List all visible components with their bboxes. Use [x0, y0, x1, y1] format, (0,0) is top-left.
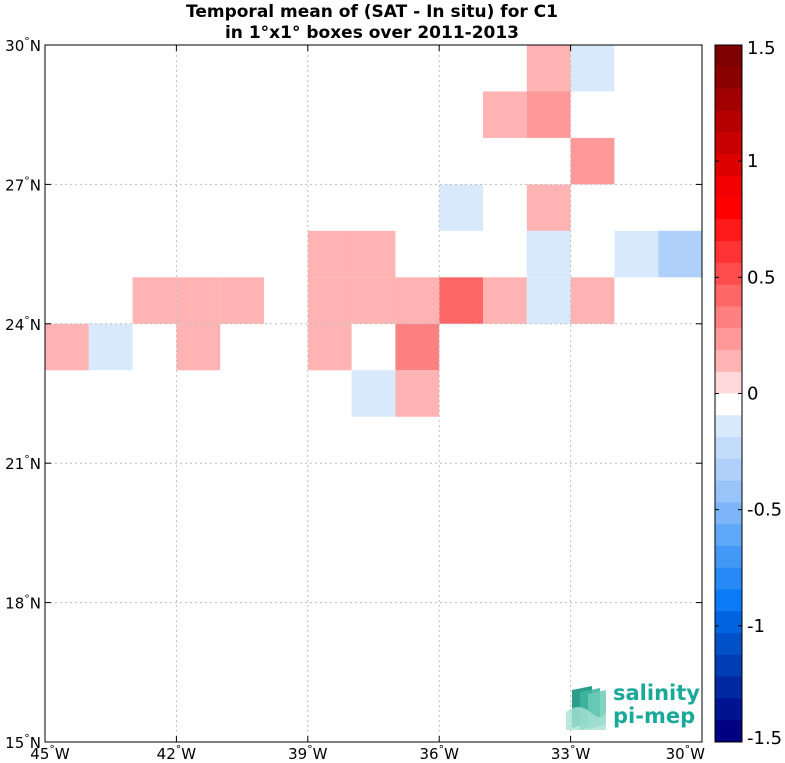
- colorbar-block: [715, 458, 742, 482]
- heatmap-cell: [570, 277, 615, 324]
- colorbar-tick-label: 1.5: [747, 38, 776, 59]
- colorbar-ticks: 1.5 1 0.5 0 -0.5 -1 -1.5: [715, 38, 782, 749]
- x-axis-ticks: 45°W 42°W 39°W 36°W 33°W 30°W: [30, 45, 705, 763]
- colorbar-block: [715, 545, 742, 569]
- colorbar-block: [715, 437, 742, 460]
- colorbar-block: [715, 393, 742, 416]
- heatmap-cell: [395, 370, 440, 417]
- heatmap-cell: [307, 230, 352, 278]
- x-tick-label: 36°W: [419, 743, 459, 763]
- colorbar-block: [715, 480, 742, 503]
- y-tick-label: 21°N: [5, 453, 41, 473]
- logo-text-line1: salinity: [613, 681, 700, 705]
- colorbar-block: [715, 241, 742, 264]
- heatmap-cell: [351, 230, 396, 278]
- colorbar-block: [715, 66, 742, 90]
- colorbar-tick-label: 0: [747, 384, 758, 405]
- colorbar-block: [715, 589, 742, 612]
- heatmap-cell: [395, 323, 440, 371]
- logo-mark-icon: [566, 686, 606, 730]
- heatmap-cell: [526, 45, 571, 92]
- colorbar-block: [715, 153, 742, 177]
- heatmap-cell: [526, 230, 571, 278]
- colorbar-block: [715, 197, 742, 220]
- heatmap-cell: [88, 323, 133, 371]
- colorbar-block: [715, 698, 742, 721]
- heatmap-cell: [570, 137, 615, 185]
- logo-text-line2: pi-mep: [613, 704, 695, 728]
- heatmap-cell: [45, 323, 89, 371]
- chart-title-line1: Temporal mean of (SAT - In situ) for C1: [186, 2, 558, 22]
- heatmap-cell: [395, 277, 440, 324]
- y-tick-label: 27°N: [5, 174, 41, 194]
- colorbar-tick-label: -1: [747, 616, 765, 637]
- colorbar-block: [715, 524, 742, 547]
- colorbar-block: [715, 306, 742, 329]
- colorbar-block: [715, 284, 742, 307]
- colorbar-blocks: [715, 45, 742, 743]
- colorbar-block: [715, 371, 742, 394]
- heatmap-cell: [570, 45, 615, 92]
- colorbar-block: [715, 132, 742, 155]
- colorbar-block: [715, 262, 742, 286]
- colorbar-block: [715, 110, 742, 133]
- colorbar-tick-label: -1.5: [747, 728, 782, 749]
- colorbar: 1.5 1 0.5 0 -0.5 -1 -1.5: [714, 38, 782, 749]
- heatmap-cell: [351, 277, 396, 324]
- heatmap-cells: [45, 45, 702, 417]
- heatmap-cell: [658, 230, 702, 278]
- colorbar-block: [715, 219, 742, 242]
- y-tick-label: 24°N: [5, 314, 41, 334]
- colorbar-block: [715, 502, 742, 525]
- x-tick-label: 42°W: [157, 743, 197, 763]
- colorbar-block: [715, 175, 742, 198]
- x-tick-label: 33°W: [551, 743, 591, 763]
- y-tick-label: 18°N: [5, 593, 41, 613]
- y-tick-label: 15°N: [5, 732, 41, 752]
- heatmap-cell: [483, 91, 527, 138]
- plot-area: 45°W 42°W 39°W 36°W 33°W 30°W 30°N 27°N 24°N 21°…: [5, 35, 705, 763]
- gridlines: [45, 45, 702, 742]
- heatmap-cell: [176, 277, 221, 324]
- colorbar-block: [715, 349, 742, 373]
- colorbar-block: [715, 415, 742, 438]
- chart-title-line2: in 1°x1° boxes over 2011-2013: [225, 23, 519, 43]
- salinity-pi-mep-logo: salinity pi-mep: [566, 681, 700, 730]
- colorbar-block: [715, 611, 742, 634]
- colorbar-block: [715, 88, 742, 111]
- colorbar-block: [715, 328, 742, 351]
- heatmap-cell: [483, 277, 527, 324]
- heatmap-cell: [307, 277, 352, 324]
- heatmap-cell: [176, 323, 221, 371]
- x-tick-label: 45°W: [30, 743, 70, 763]
- colorbar-block: [715, 567, 742, 591]
- y-tick-label: 30°N: [5, 35, 41, 55]
- heatmap-cell: [526, 184, 571, 231]
- heatmap-cell: [526, 277, 571, 324]
- heatmap-cell: [220, 277, 264, 324]
- colorbar-block: [715, 676, 742, 699]
- heatmap-cell: [439, 184, 483, 231]
- colorbar-tick-label: -0.5: [747, 500, 782, 521]
- heatmap-cell: [351, 370, 396, 417]
- heatmap-cell: [307, 323, 352, 371]
- y-axis-ticks: 30°N 27°N 24°N 21°N 18°N 15°N: [5, 35, 702, 752]
- colorbar-tick-label: 0.5: [747, 267, 776, 288]
- heatmap-cell: [132, 277, 177, 324]
- colorbar-block: [715, 720, 742, 743]
- plot-frame: [44, 44, 703, 743]
- colorbar-tick-label: 1: [747, 151, 758, 172]
- colorbar-block: [715, 654, 742, 678]
- colorbar-block: [715, 633, 742, 656]
- heatmap-cell: [439, 277, 483, 324]
- heatmap-cell: [526, 91, 571, 138]
- heatmap-cell: [614, 230, 659, 278]
- x-tick-label: 30°W: [666, 743, 706, 763]
- colorbar-block: [715, 45, 742, 68]
- x-tick-label: 39°W: [288, 743, 328, 763]
